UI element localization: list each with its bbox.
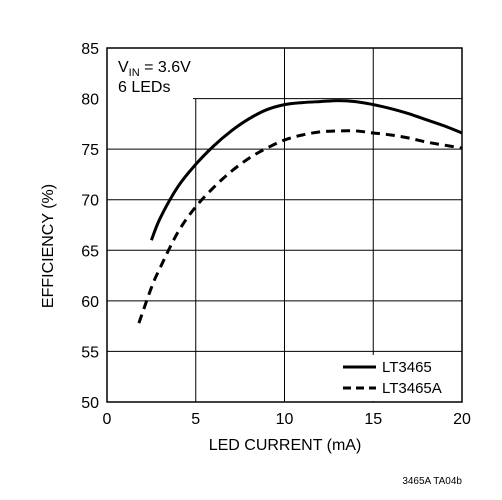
y-tick-label: 75	[81, 142, 99, 159]
x-tick-label: 5	[191, 411, 200, 428]
gridlines	[107, 48, 462, 402]
led-count-annotation: 6 LEDs	[118, 79, 170, 96]
tick-labels: 0 5 10 15 20 50 55 60 65 70 75 80 85	[81, 41, 471, 428]
x-tick-label: 20	[453, 411, 471, 428]
vin-value: = 3.6V	[140, 59, 191, 76]
y-axis-title: EFFICIENCY (%)	[40, 184, 57, 308]
series-line-lt3465a	[137, 129, 463, 324]
series-lines	[137, 99, 463, 324]
x-tick-label: 10	[276, 411, 294, 428]
x-axis-title: LED CURRENT (mA)	[209, 437, 362, 454]
y-tick-label: 85	[81, 41, 99, 58]
legend: LT3465 LT3465A	[343, 359, 442, 397]
x-tick-label: 0	[103, 411, 112, 428]
vin-subscript: IN	[129, 67, 140, 79]
y-tick-label: 55	[81, 344, 99, 361]
y-tick-label: 65	[81, 243, 99, 260]
x-tick-label: 15	[364, 411, 382, 428]
figure-id: 3465A TA04b	[402, 476, 462, 487]
vin-annotation: VIN = 3.6V	[118, 59, 191, 79]
plot-frame	[106, 47, 463, 403]
plot-border	[106, 47, 463, 403]
legend-background	[338, 355, 461, 401]
y-tick-label: 70	[81, 193, 99, 210]
conditions-annotation: VIN = 3.6V 6 LEDs	[118, 59, 191, 96]
vin-prefix: V	[118, 59, 129, 76]
series-line-lt3465	[150, 99, 463, 241]
y-tick-label: 80	[81, 92, 99, 109]
legend-label-lt3465: LT3465	[382, 359, 432, 376]
y-tick-label: 50	[81, 395, 99, 412]
legend-label-lt3465a: LT3465A	[382, 380, 442, 397]
y-tick-label: 60	[81, 294, 99, 311]
